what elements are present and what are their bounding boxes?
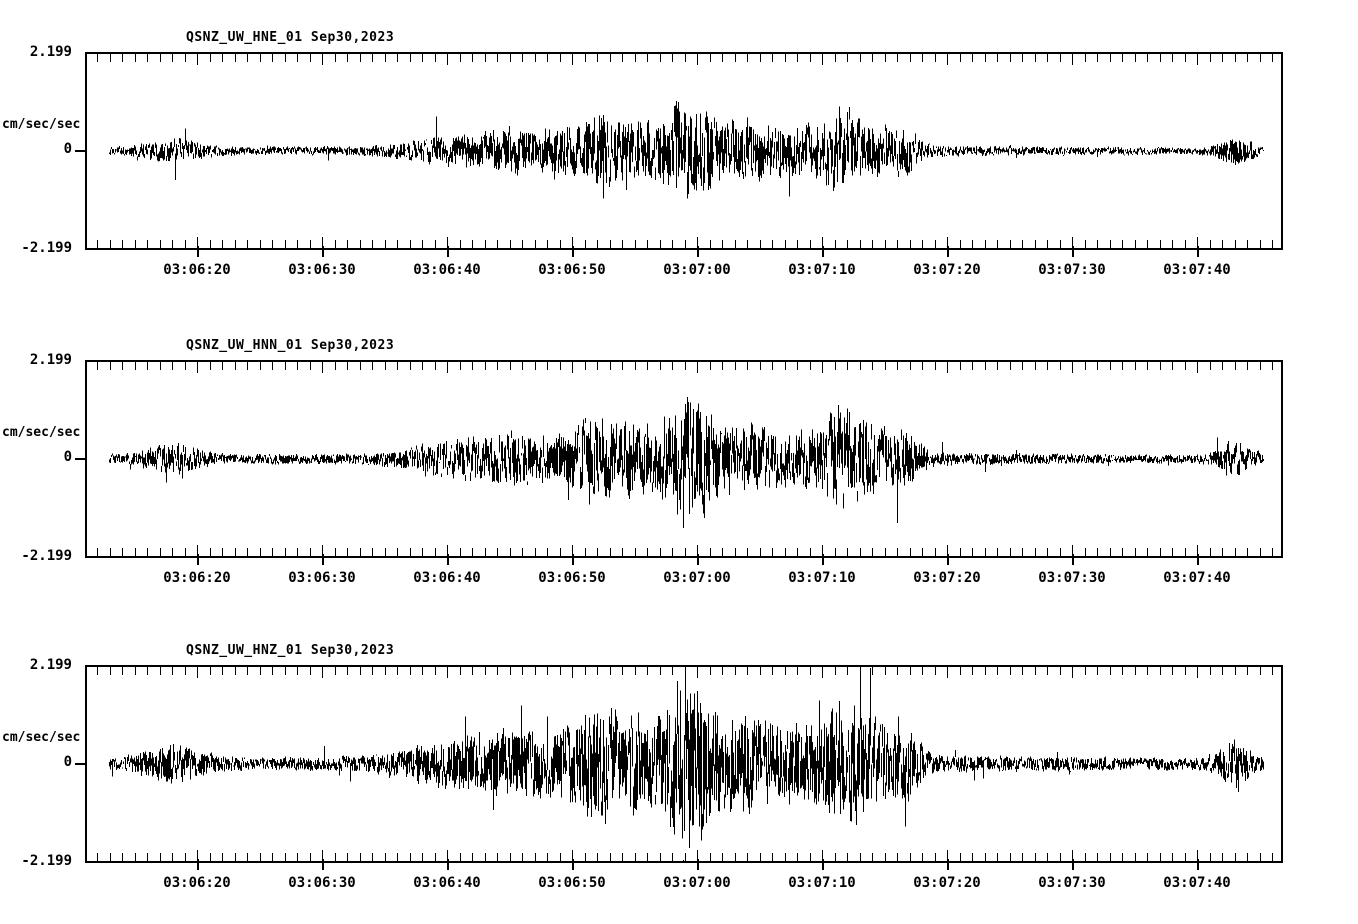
- x-axis-tick-label: 03:07:10: [788, 262, 856, 278]
- x-major-tick-outward: [947, 246, 949, 257]
- x-axis-tick-label: 03:06:30: [288, 570, 356, 586]
- x-axis-tick-label: 03:06:30: [288, 262, 356, 278]
- x-axis-tick-label: 03:07:40: [1163, 262, 1231, 278]
- x-major-tick-outward: [322, 246, 324, 257]
- x-axis-tick-label: 03:06:40: [413, 570, 481, 586]
- x-major-tick-outward: [197, 246, 199, 257]
- x-axis-tick-label: 03:07:30: [1038, 875, 1106, 891]
- waveform-path: [109, 668, 1264, 861]
- y-axis-max-label-hnn: 2.199: [29, 352, 72, 368]
- x-major-tick-outward: [947, 554, 949, 565]
- x-major-tick-outward: [822, 554, 824, 565]
- x-major-tick-outward: [1197, 554, 1199, 565]
- y-axis-zero-label-hnz: 0: [63, 754, 72, 770]
- x-axis-tick-label: 03:06:50: [538, 262, 606, 278]
- x-axis-tick-label: 03:06:20: [163, 570, 231, 586]
- x-axis-labels-hne: 03:06:20 03:06:30 03:06:40 03:06:50 03:07:00…: [0, 262, 1358, 282]
- x-major-tick-outward: [697, 554, 699, 565]
- x-axis-tick-label: 03:07:00: [663, 875, 731, 891]
- x-major-tick-outward: [197, 554, 199, 565]
- y-tick-zero-hnn: [75, 458, 87, 460]
- waveform-trace-hne: [109, 100, 1264, 199]
- x-major-tick-outward: [447, 859, 449, 870]
- panel-title-hnz: QSNZ_UW_HNZ_01 Sep30,2023: [186, 643, 395, 658]
- x-major-tick-outward: [1197, 246, 1199, 257]
- x-major-tick-outward: [322, 859, 324, 870]
- x-axis-tick-label: 03:07:40: [1163, 875, 1231, 891]
- panel-title-hne: QSNZ_UW_HNE_01 Sep30,2023: [186, 30, 395, 45]
- x-axis-tick-label: 03:07:30: [1038, 262, 1106, 278]
- y-axis-min-label-hnz: -2.199: [21, 853, 72, 869]
- x-major-tick-outward: [822, 246, 824, 257]
- x-major-tick-outward: [1072, 554, 1074, 565]
- x-major-tick-outward: [1072, 246, 1074, 257]
- waveform-path: [109, 396, 1264, 529]
- y-axis-min-label-hnn: -2.199: [21, 548, 72, 564]
- x-axis-tick-label: 03:07:10: [788, 570, 856, 586]
- x-major-tick-outward: [447, 246, 449, 257]
- x-axis-tick-label: 03:07:10: [788, 875, 856, 891]
- x-major-tick-outward: [697, 246, 699, 257]
- x-axis-tick-label: 03:06:20: [163, 875, 231, 891]
- x-axis-tick-label: 03:07:20: [913, 262, 981, 278]
- x-major-tick-outward: [572, 554, 574, 565]
- waveform-path: [109, 100, 1264, 199]
- x-major-tick-outward: [697, 859, 699, 870]
- y-axis-max-label-hnz: 2.199: [29, 657, 72, 673]
- x-axis-tick-label: 03:06:40: [413, 875, 481, 891]
- y-axis-unit-label-hne: cm/sec/sec: [2, 117, 81, 132]
- waveform-trace-hnn: [109, 396, 1264, 529]
- x-axis-tick-label: 03:07:00: [663, 262, 731, 278]
- y-axis-unit-label-hnz: cm/sec/sec: [2, 730, 81, 745]
- x-axis-tick-label: 03:06:50: [538, 570, 606, 586]
- x-axis-tick-label: 03:07:20: [913, 570, 981, 586]
- plot-area-hne: [87, 54, 1281, 248]
- x-major-tick-outward: [572, 246, 574, 257]
- x-major-tick-outward: [822, 859, 824, 870]
- x-major-tick-outward: [1197, 859, 1199, 870]
- x-axis-tick-label: 03:06:20: [163, 262, 231, 278]
- x-major-tick-outward: [947, 859, 949, 870]
- y-axis-min-label-hne: -2.199: [21, 240, 72, 256]
- y-axis-max-label-hne: 2.199: [29, 44, 72, 60]
- x-major-tick-outward: [1072, 859, 1074, 870]
- y-axis-unit-label-hnn: cm/sec/sec: [2, 425, 81, 440]
- x-axis-tick-label: 03:07:40: [1163, 570, 1231, 586]
- plot-area-hnz: [87, 667, 1281, 861]
- x-axis-tick-label: 03:07:20: [913, 875, 981, 891]
- x-major-tick-outward: [322, 554, 324, 565]
- y-axis-zero-label-hnn: 0: [63, 449, 72, 465]
- x-axis-tick-label: 03:07:30: [1038, 570, 1106, 586]
- x-axis-tick-label: 03:07:00: [663, 570, 731, 586]
- panel-title-hnn: QSNZ_UW_HNN_01 Sep30,2023: [186, 338, 395, 353]
- y-axis-zero-label-hne: 0: [63, 141, 72, 157]
- x-axis-labels-hnz: 03:06:20 03:06:30 03:06:40 03:06:50 03:07:00…: [0, 875, 1358, 895]
- waveform-trace-hnz: [109, 668, 1264, 861]
- x-axis-tick-label: 03:06:40: [413, 262, 481, 278]
- x-major-tick-outward: [447, 554, 449, 565]
- x-axis-tick-label: 03:06:50: [538, 875, 606, 891]
- x-axis-tick-label: 03:06:30: [288, 875, 356, 891]
- y-tick-zero-hnz: [75, 763, 87, 765]
- x-major-tick-outward: [572, 859, 574, 870]
- x-axis-labels-hnn: 03:06:20 03:06:30 03:06:40 03:06:50 03:07:00…: [0, 570, 1358, 590]
- y-tick-zero-hne: [75, 150, 87, 152]
- plot-area-hnn: [87, 362, 1281, 556]
- plot-frame-hnn: [75, 360, 1283, 565]
- plot-frame-hnz: [75, 665, 1283, 870]
- x-major-tick-outward: [197, 859, 199, 870]
- plot-frame-hne: [75, 52, 1283, 257]
